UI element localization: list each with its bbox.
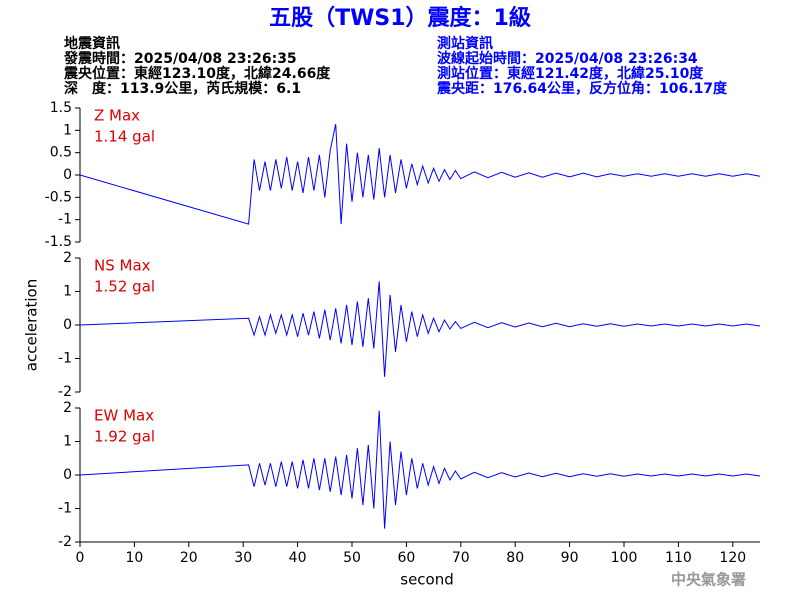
trace (79, 281, 761, 377)
y-tick-label: 2 (63, 250, 72, 266)
x-tick-label: 0 (76, 550, 85, 566)
y-tick-label: -1 (58, 212, 72, 228)
y-tick-label: 2 (63, 400, 72, 416)
trace (79, 123, 761, 225)
x-tick-label: 20 (180, 550, 198, 566)
annotation: 1.52 gal (94, 278, 155, 296)
info-left: 發震時間：2025/04/08 23:26:35 (63, 50, 297, 67)
info-right: 震央距：176.64公里，反方位角：106.17度 (436, 80, 728, 97)
y-tick-label: 0 (63, 317, 72, 333)
x-tick-label: 90 (561, 550, 579, 566)
info-right: 測站資訊 (437, 35, 493, 52)
annotation: EW Max (94, 407, 154, 425)
y-tick-label: -0.5 (45, 189, 72, 205)
y-tick-label: -2 (58, 534, 72, 550)
info-left: 地震資訊 (64, 35, 120, 52)
x-tick-label: 70 (452, 550, 470, 566)
y-tick-label: 0.5 (50, 145, 72, 161)
y-tick-label: 1 (63, 284, 72, 300)
trace (79, 410, 761, 529)
info-left: 震央位置：東經123.10度，北緯24.66度 (63, 65, 331, 82)
x-tick-label: 80 (506, 550, 524, 566)
y-tick-label: 1 (63, 434, 72, 450)
y-tick-label: 0 (63, 467, 72, 483)
x-tick-label: 30 (234, 550, 252, 566)
x-tick-label: 120 (719, 550, 746, 566)
annotation: NS Max (94, 257, 151, 275)
info-left: 深 度：113.9公里，芮氏規模：6.1 (64, 80, 301, 97)
info-right: 測站位置：東經121.42度，北緯25.10度 (437, 65, 704, 82)
x-tick-label: 50 (343, 550, 361, 566)
x-tick-label: 110 (665, 550, 692, 566)
watermark: 中央氣象署 (671, 571, 746, 589)
y-tick-label: 1 (63, 122, 72, 138)
y-tick-label: -1 (58, 501, 72, 517)
annotation: 1.92 gal (94, 428, 155, 446)
x-tick-label: 60 (397, 550, 415, 566)
x-axis-label: second (400, 571, 454, 589)
x-tick-label: 100 (611, 550, 638, 566)
info-right: 波線起始時間：2025/04/08 23:26:34 (437, 50, 698, 67)
x-tick-label: 10 (125, 550, 143, 566)
y-tick-label: 0 (63, 167, 72, 183)
y-tick-label: 1.5 (50, 100, 72, 116)
chart-title: 五股（TWS1）震度：1級 (269, 5, 531, 31)
y-tick-label: -2 (58, 384, 72, 400)
y-axis-label: acceleration (23, 279, 41, 371)
x-tick-label: 40 (289, 550, 307, 566)
y-tick-label: -1.5 (45, 234, 72, 250)
y-tick-label: -1 (58, 351, 72, 367)
annotation: Z Max (94, 107, 140, 125)
annotation: 1.14 gal (94, 128, 155, 146)
